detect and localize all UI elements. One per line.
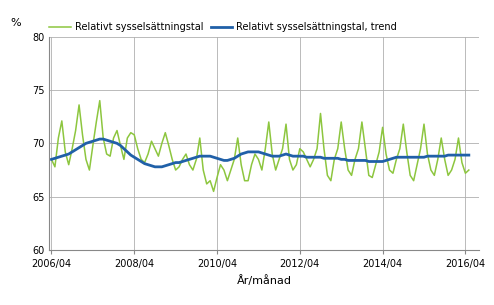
Relativt sysselsättningstal, trend: [459, 153, 465, 157]
Relativt sysselsättningstal, trend: [321, 156, 327, 160]
Relativt sysselsättningstal, trend: [283, 152, 289, 156]
Relativt sysselsättningstal: [48, 157, 54, 161]
Relativt sysselsättningstal, trend: [442, 154, 448, 158]
Text: %: %: [11, 18, 21, 28]
Relativt sysselsättningstal: [149, 139, 155, 143]
Relativt sysselsättningstal: [442, 157, 448, 161]
Line: Relativt sysselsättningstal, trend: Relativt sysselsättningstal, trend: [51, 139, 469, 167]
Line: Relativt sysselsättningstal: Relativt sysselsättningstal: [51, 101, 469, 191]
Relativt sysselsättningstal, trend: [190, 156, 196, 160]
Relativt sysselsättningstal, trend: [97, 137, 103, 141]
Relativt sysselsättningstal, trend: [149, 164, 155, 167]
Relativt sysselsättningstal, trend: [152, 165, 158, 169]
Legend: Relativt sysselsättningstal, Relativt sysselsättningstal, trend: Relativt sysselsättningstal, Relativt sy…: [49, 22, 397, 32]
Relativt sysselsättningstal, trend: [466, 153, 472, 157]
Relativt sysselsättningstal: [459, 161, 465, 164]
Relativt sysselsättningstal: [321, 147, 327, 151]
Relativt sysselsättningstal: [210, 189, 216, 193]
Relativt sysselsättningstal: [97, 99, 103, 102]
Relativt sysselsättningstal: [466, 168, 472, 172]
Relativt sysselsättningstal: [283, 122, 289, 126]
Relativt sysselsättningstal, trend: [48, 157, 54, 161]
Relativt sysselsättningstal: [186, 163, 192, 167]
X-axis label: År/månad: År/månad: [237, 275, 292, 285]
